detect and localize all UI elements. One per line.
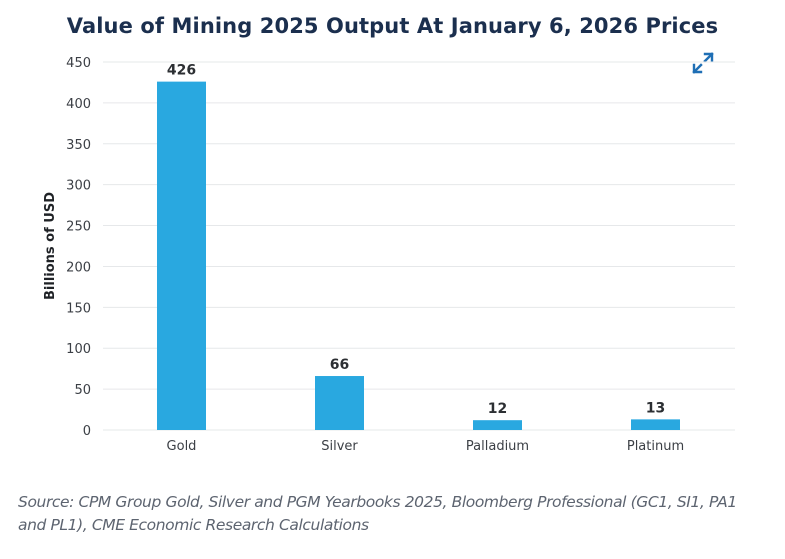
bar-gold [157,81,206,431]
y-tick-label: 400 [66,97,91,112]
x-category-label: Platinum [627,439,684,454]
data-label: 13 [646,400,665,416]
y-tick-label: 0 [83,424,91,439]
y-tick-label: 300 [66,179,91,194]
y-tick-label: 200 [66,260,91,275]
source-note: Source: CPM Group Gold, Silver and PGM Y… [18,493,737,534]
y-tick-label: 100 [66,342,91,357]
x-axis-categories: Gold Silver Palladium Platinum [167,439,685,454]
bar-chart: 0 50 100 150 200 250 300 350 400 450 426 66 12 13 Go… [43,56,735,454]
y-axis-label: Billions of USD [43,192,58,300]
expand-arrows-icon [692,52,714,74]
data-label: 12 [488,401,507,417]
y-tick-label: 450 [66,56,91,71]
bar-platinum [631,419,680,430]
x-category-label: Silver [321,439,358,454]
data-label: 66 [330,357,349,373]
expand-button[interactable] [690,50,716,76]
y-tick-label: 350 [66,138,91,153]
chart-title: Value of Mining 2025 Output At January 6… [66,14,719,38]
gridlines [103,61,735,431]
x-category-label: Palladium [466,439,529,454]
bar-palladium [473,420,522,430]
y-tick-label: 150 [66,301,91,316]
data-label: 426 [167,63,196,79]
y-axis-ticks: 0 50 100 150 200 250 300 350 400 450 [66,56,91,439]
y-tick-label: 50 [74,383,91,398]
bar-silver [315,376,364,430]
bars [157,81,680,431]
x-category-label: Gold [167,439,197,454]
y-tick-label: 250 [66,220,91,235]
data-labels: 426 66 12 13 [167,63,665,418]
